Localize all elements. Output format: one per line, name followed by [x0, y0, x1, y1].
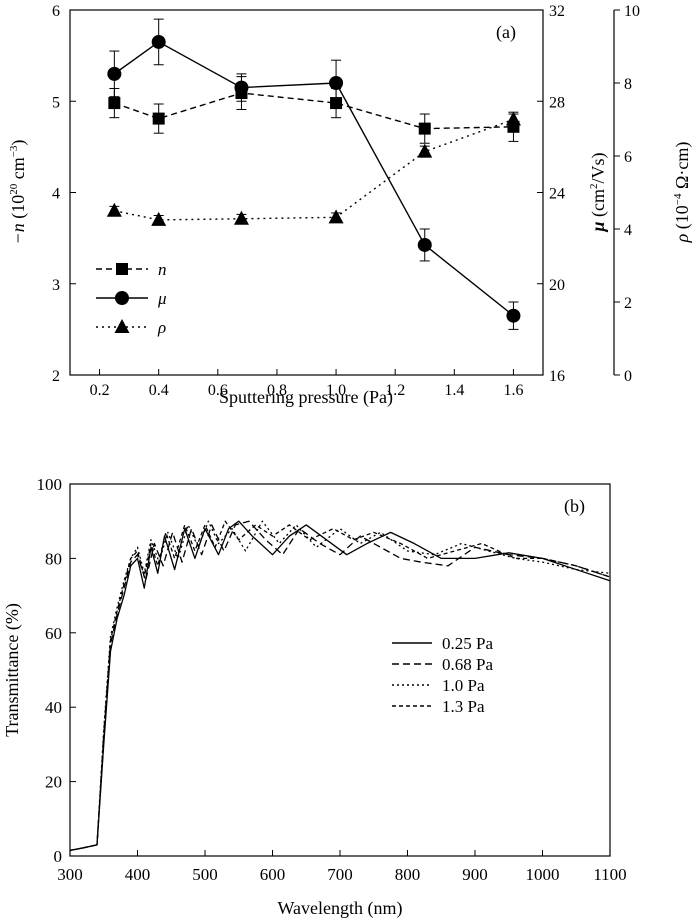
panel-a-mid-y-ticks: 16 20 24 28 32	[537, 3, 565, 385]
panel-a-frame	[69, 9, 544, 376]
panel-b: (b) 300 400 500 600 700 800 900 1000 1100 0 20 40 6…	[2, 475, 627, 919]
panel-b-x-tick-label: 800	[395, 865, 421, 884]
panel-a-legend-label: ρ	[157, 318, 166, 337]
panel-a-left-y-tick-label: 6	[52, 3, 60, 20]
panel-a-x-tick-label: 0.8	[267, 382, 287, 399]
panel-a-data-point	[106, 202, 122, 217]
panel-a-x-tick-label: 1.0	[326, 382, 346, 399]
panel-a-series-2	[106, 111, 521, 226]
panel-b-y-ticks: 0 20 40 60 80 100	[37, 475, 76, 866]
panel-a-data-point	[233, 210, 249, 225]
panel-a-mid-y-axis-label: μ (cm2/Vs)	[588, 152, 609, 232]
panel-b-series-0-line	[69, 520, 611, 852]
panel-a-left-y-ticks: 2 3 4 5 6	[52, 3, 76, 385]
panel-a-x-tick-label: 0.2	[90, 382, 110, 399]
panel-b-x-tick-label: 600	[260, 865, 286, 884]
panel-a-data-point	[418, 122, 431, 135]
panel-b-x-tick-label: 300	[57, 865, 83, 884]
panel-a-series-line	[113, 41, 514, 317]
panel-b-x-tick-label: 500	[192, 865, 218, 884]
panel-b-x-tick-label: 700	[327, 865, 353, 884]
panel-a-data-point	[417, 143, 433, 158]
panel-a-data-point	[329, 76, 344, 90]
panel-a-series-line	[114, 92, 514, 130]
panel-b-legend-label: 1.0 Pa	[442, 676, 485, 695]
panel-b-legend-label: 0.25 Pa	[442, 634, 493, 653]
panel-b-y-tick-label: 40	[45, 698, 62, 717]
panel-a-right-y-tick-label: 4	[624, 222, 632, 239]
panel-a-x-ticks: 0.2 0.4 0.6 0.8 1.0 1.2 1.4 1.6	[90, 369, 523, 399]
panel-b-y-tick-label: 60	[45, 624, 62, 643]
panel-a-data-point	[151, 34, 166, 49]
panel-a-data-point	[234, 80, 249, 95]
panel-a-series-0	[108, 76, 520, 144]
panel-a-mid-y-tick-label: 16	[549, 368, 565, 385]
panel-b-y-tick-label: 100	[37, 475, 63, 494]
panel-b-y-tick-label: 80	[45, 549, 62, 568]
panel-b-legend-label: 0.68 Pa	[442, 655, 493, 674]
panel-a-data-point	[506, 308, 521, 323]
panel-a-x-tick-label: 0.4	[149, 382, 169, 399]
panel-a-legend-label: n	[158, 260, 167, 279]
panel-b-y-tick-label: 0	[54, 847, 63, 866]
panel-a-data-point	[107, 66, 122, 81]
panel-b-series-1-line	[69, 520, 611, 852]
panel-b-x-tick-label: 1100	[593, 865, 626, 884]
panel-b-x-axis-label: Wavelength (nm)	[277, 898, 402, 919]
panel-a-right-y-axis-label: ρ (10−4 Ω·cm)	[672, 142, 693, 244]
panel-a-left-y-tick-label: 4	[52, 186, 60, 203]
panel-a-mid-y-tick-label: 32	[549, 3, 565, 20]
panel-a-legend-label: μ	[157, 289, 167, 308]
panel-a-label: (a)	[496, 22, 516, 43]
panel-a-mid-y-tick-label: 28	[549, 94, 565, 111]
panel-a-legend-marker	[115, 291, 129, 305]
panel-a-x-axis-label: Sputtering pressure (Pa)	[219, 387, 393, 408]
panel-a-x-tick-label: 0.6	[208, 382, 228, 399]
panel-b-x-tick-label: 400	[125, 865, 151, 884]
panel-b-series-2-line	[69, 520, 611, 852]
panel-a-series-line	[114, 118, 514, 221]
panel-a-x-tick-label: 1.2	[385, 382, 405, 399]
panel-a-mid-y-tick-label: 24	[549, 186, 565, 203]
panel-a-left-y-tick-label: 3	[52, 277, 60, 294]
panel-b-label: (b)	[564, 496, 585, 517]
panel-b-y-tick-label: 20	[45, 773, 62, 792]
panel-b-legend-label: 1.3 Pa	[442, 697, 485, 716]
panel-a-right-y-tick-label: 2	[624, 295, 632, 312]
panel-b-series	[69, 520, 611, 852]
panel-a-right-y-tick-label: 6	[624, 149, 632, 166]
panel-a-data-point	[505, 111, 521, 126]
panel-a-left-y-tick-label: 2	[52, 368, 60, 385]
panel-a-x-tick-label: 1.4	[444, 382, 464, 399]
panel-b-x-ticks: 300 400 500 600 700 800 900 1000 1100	[57, 850, 627, 884]
panel-a-x-tick-label: 1.6	[503, 382, 523, 399]
panel-a-right-y-ticks: 0 2 4 6 8 10	[614, 3, 640, 385]
panel-a-legend-marker	[116, 263, 128, 275]
panel-a-legend: nμρ	[96, 260, 167, 337]
panel-a-right-y-tick-label: 10	[624, 3, 640, 20]
panel-a-series-1	[107, 18, 521, 330]
panel-a-data-point	[328, 209, 344, 224]
panel-a-right-y-tick-label: 0	[624, 368, 632, 385]
panel-a-mid-y-tick-label: 20	[549, 277, 565, 294]
panel-a-data-point	[417, 237, 432, 252]
panel-a-legend-marker	[114, 319, 130, 333]
panel-b-y-axis-label: Transmittance (%)	[2, 603, 23, 737]
panel-a-left-y-tick-label: 5	[52, 94, 60, 111]
panel-a-data-point	[108, 97, 121, 110]
panel-b-x-tick-label: 900	[462, 865, 488, 884]
panel-a-data-point	[151, 211, 167, 226]
panel-b-legend: 0.25 Pa 0.68 Pa 1.0 Pa 1.3 Pa	[392, 634, 493, 716]
panel-a-series	[106, 18, 521, 330]
panel-a-data-point	[152, 112, 165, 125]
panel-b-x-tick-label: 1000	[526, 865, 560, 884]
panel-b-series-3-line	[69, 520, 611, 852]
panel-a-left-y-axis-label: −n (1020 cm−3)	[8, 140, 29, 245]
panel-a-right-y-tick-label: 8	[624, 76, 632, 93]
